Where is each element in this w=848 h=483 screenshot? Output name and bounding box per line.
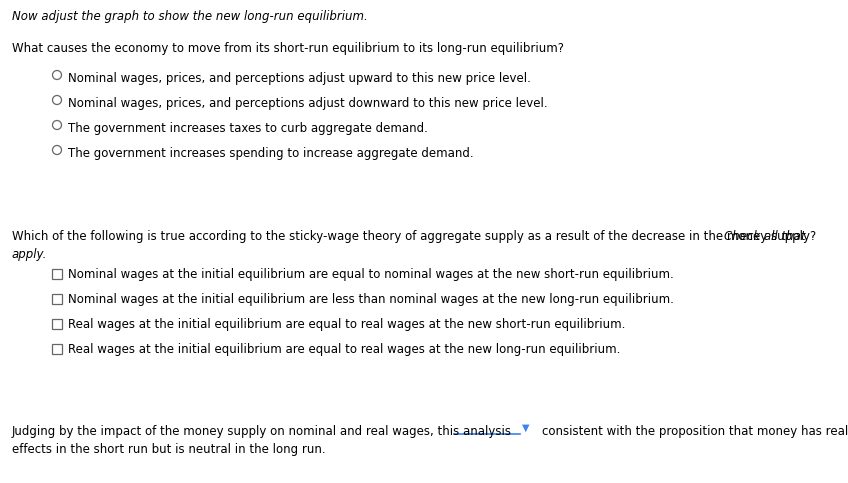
Text: What causes the economy to move from its short-run equilibrium to its long-run e: What causes the economy to move from its… (12, 42, 564, 55)
Bar (52, 344, 62, 354)
Text: Check all that: Check all that (724, 230, 806, 243)
Text: consistent with the proposition that money has real: consistent with the proposition that mon… (542, 425, 848, 438)
Bar (52, 319, 62, 329)
Text: Nominal wages, prices, and perceptions adjust upward to this new price level.: Nominal wages, prices, and perceptions a… (68, 72, 531, 85)
Text: Nominal wages at the initial equilibrium are less than nominal wages at the new : Nominal wages at the initial equilibrium… (68, 293, 674, 306)
Text: Which of the following is true according to the sticky-wage theory of aggregate : Which of the following is true according… (12, 230, 820, 243)
Text: Judging by the impact of the money supply on nominal and real wages, this analys: Judging by the impact of the money suppl… (12, 425, 512, 438)
Text: The government increases spending to increase aggregate demand.: The government increases spending to inc… (68, 147, 474, 160)
Bar (52, 269, 62, 279)
Text: effects in the short run but is neutral in the long run.: effects in the short run but is neutral … (12, 443, 326, 456)
Text: Nominal wages, prices, and perceptions adjust downward to this new price level.: Nominal wages, prices, and perceptions a… (68, 97, 548, 110)
Text: The government increases taxes to curb aggregate demand.: The government increases taxes to curb a… (68, 122, 428, 135)
Text: Nominal wages at the initial equilibrium are equal to nominal wages at the new s: Nominal wages at the initial equilibrium… (68, 268, 674, 281)
Text: ▼: ▼ (522, 423, 529, 433)
Text: Now adjust the graph to show the new long-run equilibrium.: Now adjust the graph to show the new lon… (12, 10, 368, 23)
Bar (52, 294, 62, 304)
Text: Real wages at the initial equilibrium are equal to real wages at the new short-r: Real wages at the initial equilibrium ar… (68, 318, 625, 331)
Text: Real wages at the initial equilibrium are equal to real wages at the new long-ru: Real wages at the initial equilibrium ar… (68, 343, 621, 356)
Text: apply.: apply. (12, 248, 47, 261)
